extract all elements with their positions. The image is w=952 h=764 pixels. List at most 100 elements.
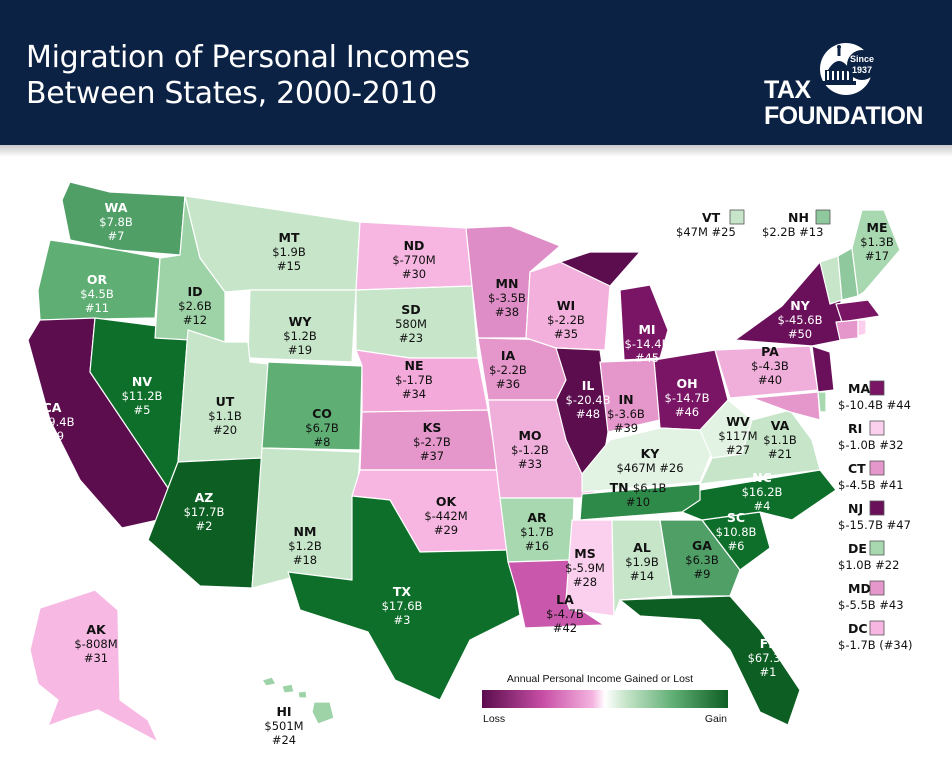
state-ri[interactable] — [857, 319, 867, 337]
swatch — [729, 209, 745, 225]
legend-loss-label: Loss — [483, 713, 505, 725]
state-value: $1.1B — [763, 433, 797, 447]
label-ny: NY $-45.6B #50 — [778, 298, 823, 341]
label-me: ME $1.3B #17 — [860, 220, 894, 263]
state-rank: #48 — [576, 407, 600, 421]
state-code: WI — [557, 298, 575, 313]
state-value: $-14.7B — [665, 391, 710, 405]
state-code: NY — [790, 298, 810, 313]
state-code: TN — [610, 480, 633, 495]
state-value: $117M — [718, 429, 757, 443]
label-tn: TN $6.1B #10 — [610, 480, 667, 509]
state-tx[interactable] — [287, 495, 521, 701]
label-nc: NC $16.2B #4 — [742, 470, 783, 513]
state-mi[interactable] — [619, 284, 669, 361]
state-fl[interactable] — [619, 595, 801, 726]
state-value: $-10.4B #44 — [838, 398, 911, 412]
state-rank: #27 — [726, 443, 750, 457]
label-nm: NM $1.2B #18 — [288, 524, 322, 567]
state-rank: #18 — [293, 553, 317, 567]
state-value: $-4.5B #41 — [838, 478, 904, 492]
state-code: NV — [132, 374, 152, 389]
label-ga: GA $6.3B #9 — [685, 538, 719, 581]
state-rank: #24 — [272, 733, 296, 747]
label-wa: WA $7.8B #7 — [99, 200, 133, 243]
state-nc[interactable] — [681, 469, 837, 521]
label-nv: NV $11.2B #5 — [122, 374, 163, 417]
label-fl: FL $67.3B #1 — [748, 636, 789, 679]
state-va[interactable] — [699, 409, 821, 485]
label-tx: TX $17.6B #3 — [382, 584, 423, 627]
state-code: NC — [752, 470, 772, 485]
logo-word-tax: TAX — [764, 76, 811, 104]
state-nj[interactable] — [811, 345, 835, 393]
state-mi-upper[interactable] — [559, 251, 641, 287]
swatch — [869, 540, 885, 556]
state-value: $47M #25 — [676, 225, 736, 239]
state-value: $-29.4B — [30, 415, 75, 429]
state-value: 580M — [395, 317, 427, 331]
state-ga[interactable] — [659, 519, 741, 597]
state-code: WY — [289, 314, 313, 329]
state-value: $4.5B — [80, 287, 114, 301]
state-wy[interactable] — [247, 289, 357, 363]
state-rank: #14 — [630, 569, 654, 583]
state-value: $-1.7B (#34) — [838, 638, 913, 652]
label-mo: MO $-1.2B #33 — [511, 428, 549, 471]
state-rank: #23 — [399, 331, 423, 345]
label-pa: PA $-4.3B #40 — [751, 344, 789, 387]
state-al[interactable] — [611, 519, 673, 617]
state-or[interactable] — [37, 239, 161, 321]
label-ut: UT $1.1B #20 — [208, 394, 242, 437]
state-code: AL — [633, 540, 651, 555]
state-value: $1.2B — [288, 539, 322, 553]
state-value: $-442M — [424, 509, 467, 523]
state-rank: #37 — [420, 449, 444, 463]
label-ne: NE $-1.7B #34 — [395, 358, 433, 401]
state-code: VA — [771, 418, 790, 433]
state-code: AZ — [195, 490, 214, 505]
state-rank: #2 — [196, 519, 213, 533]
state-value: $1.9B — [272, 245, 306, 259]
side-label-md: MD $-5.5B #43 — [838, 580, 904, 612]
state-value: $10.8B — [716, 525, 757, 539]
state-value: $-2.2B — [547, 313, 585, 327]
state-code: ND — [404, 238, 425, 253]
state-rank: #31 — [84, 651, 108, 665]
state-tn[interactable] — [579, 483, 701, 521]
state-code: IL — [582, 378, 595, 393]
label-mi: MI $-14.4B #45 — [625, 322, 670, 365]
state-nm[interactable] — [251, 447, 361, 589]
state-rank: #33 — [518, 457, 542, 471]
state-ms[interactable] — [565, 519, 615, 617]
state-rank: #4 — [754, 499, 771, 513]
state-me[interactable] — [851, 209, 901, 297]
state-rank: #50 — [788, 327, 812, 341]
state-code: ID — [187, 284, 202, 299]
state-rank: #34 — [402, 387, 426, 401]
state-de[interactable] — [817, 391, 827, 413]
label-ok: OK $-442M #29 — [424, 494, 467, 537]
state-value: $2.6B — [178, 299, 212, 313]
state-ma[interactable] — [835, 299, 881, 323]
state-code: NE — [404, 358, 423, 373]
state-ct[interactable] — [835, 319, 859, 341]
state-code: MT — [279, 230, 300, 245]
state-value: $1.2B — [283, 329, 317, 343]
label-oh: OH $-14.7B #46 — [665, 376, 710, 419]
state-ak[interactable] — [29, 589, 159, 743]
state-md[interactable] — [751, 391, 821, 421]
state-value: $-15.7B #47 — [838, 518, 911, 532]
tax-foundation-logo: Since 1937 — [820, 43, 877, 95]
state-wa[interactable] — [61, 181, 186, 256]
side-label-ma: MA $-10.4B #44 — [838, 380, 911, 412]
state-rank: #36 — [496, 377, 520, 391]
state-rank: #11 — [85, 301, 109, 315]
state-code: NH — [788, 210, 809, 225]
state-code: MN — [496, 276, 519, 291]
state-rank: #19 — [288, 343, 312, 357]
label-wi: WI $-2.2B #35 — [547, 298, 585, 341]
state-co[interactable] — [261, 361, 363, 451]
state-hi[interactable] — [261, 676, 335, 725]
